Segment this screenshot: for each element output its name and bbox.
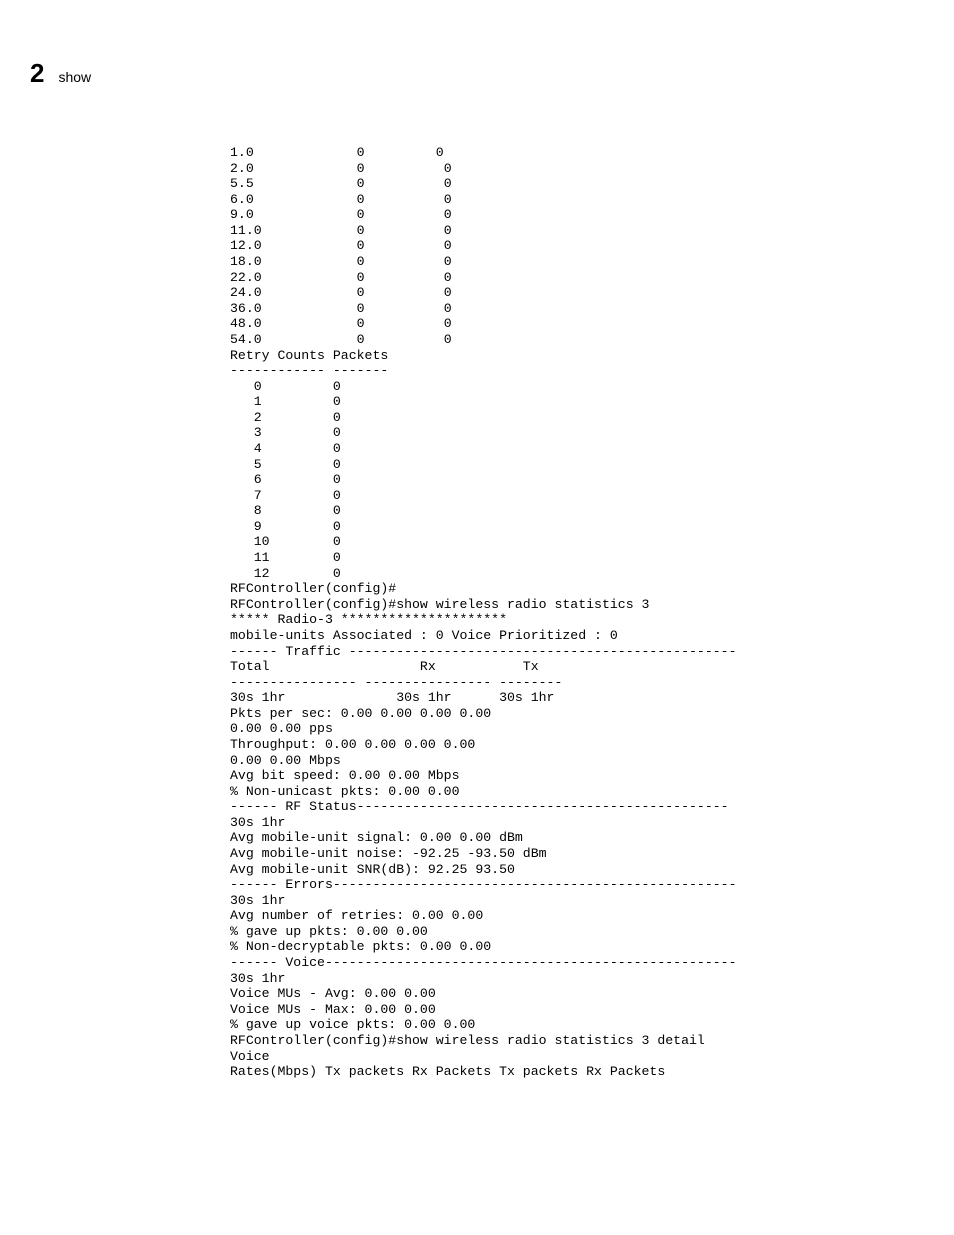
- retry-row: 12 0: [230, 566, 341, 581]
- traffic-section-header: ------ Traffic -------------------------…: [230, 644, 736, 659]
- gave-up-voice-pkts: % gave up voice pkts: 0.00 0.00: [230, 1017, 475, 1032]
- retry-row: 0 0: [230, 379, 341, 394]
- non-decryptable-pkts: % Non-decryptable pkts: 0.00 0.00: [230, 939, 491, 954]
- avg-retries: Avg number of retries: 0.00 0.00: [230, 908, 483, 923]
- errors-30s-row: 30s 1hr: [230, 893, 285, 908]
- pkts-per-sec-cont: 0.00 0.00 pps: [230, 721, 333, 736]
- voice-header: ------ Voice----------------------------…: [230, 955, 736, 970]
- traffic-separator: ---------------- ---------------- ------…: [230, 675, 562, 690]
- rate-row: 1.0 0 0: [230, 145, 444, 160]
- non-unicast-pkts: % Non-unicast pkts: 0.00 0.00: [230, 784, 460, 799]
- avg-mu-snr: Avg mobile-unit SNR(dB): 92.25 93.50: [230, 862, 515, 877]
- cli-command-detail: RFController(config)#show wireless radio…: [230, 1033, 705, 1048]
- voice-mus-avg: Voice MUs - Avg: 0.00 0.00: [230, 986, 436, 1001]
- rate-row: 24.0 0 0: [230, 285, 452, 300]
- retry-row: 11 0: [230, 550, 341, 565]
- rate-row: 11.0 0 0: [230, 223, 452, 238]
- rates-table-header: Rates(Mbps) Tx packets Rx Packets Tx pac…: [230, 1064, 665, 1079]
- retry-row: 1 0: [230, 394, 341, 409]
- retry-row: 8 0: [230, 503, 341, 518]
- pkts-per-sec: Pkts per sec: 0.00 0.00 0.00 0.00: [230, 706, 491, 721]
- retry-row: 10 0: [230, 534, 341, 549]
- chapter-title: show: [58, 69, 91, 85]
- retry-row: 7 0: [230, 488, 341, 503]
- throughput: Throughput: 0.00 0.00 0.00 0.00: [230, 737, 475, 752]
- rate-row: 9.0 0 0: [230, 207, 452, 222]
- retry-row: 9 0: [230, 519, 341, 534]
- throughput-cont: 0.00 0.00 Mbps: [230, 753, 341, 768]
- rate-row: 54.0 0 0: [230, 332, 452, 347]
- terminal-output: 1.0 0 0 2.0 0 0 5.5 0 0 6.0 0 0 9.0 0 0 …: [0, 145, 954, 1080]
- radio-header: ***** Radio-3 *********************: [230, 612, 507, 627]
- cli-prompt: RFController(config)#: [230, 581, 396, 596]
- rf-status-header: ------ RF Status------------------------…: [230, 799, 729, 814]
- rf-30s-row: 30s 1hr: [230, 815, 285, 830]
- errors-header: ------ Errors---------------------------…: [230, 877, 736, 892]
- retry-separator: ------------ -------: [230, 363, 388, 378]
- retry-row: 6 0: [230, 472, 341, 487]
- rate-row: 48.0 0 0: [230, 316, 452, 331]
- voice-mus-max: Voice MUs - Max: 0.00 0.00: [230, 1002, 436, 1017]
- rate-row: 18.0 0 0: [230, 254, 452, 269]
- retry-row: 4 0: [230, 441, 341, 456]
- rate-row: 6.0 0 0: [230, 192, 452, 207]
- gave-up-pkts: % gave up pkts: 0.00 0.00: [230, 924, 428, 939]
- rate-row: 22.0 0 0: [230, 270, 452, 285]
- traffic-30s-row: 30s 1hr 30s 1hr 30s 1hr: [230, 690, 554, 705]
- retry-row: 5 0: [230, 457, 341, 472]
- avg-bit-speed: Avg bit speed: 0.00 0.00 Mbps: [230, 768, 460, 783]
- rate-row: 5.5 0 0: [230, 176, 452, 191]
- voice-label: Voice: [230, 1049, 270, 1064]
- page: 2 show 1.0 0 0 2.0 0 0 5.5 0 0 6.0 0 0 9…: [0, 0, 954, 1120]
- traffic-columns: Total Rx Tx: [230, 659, 539, 674]
- rate-row: 2.0 0 0: [230, 161, 452, 176]
- cli-command: RFController(config)#show wireless radio…: [230, 597, 649, 612]
- retry-row: 3 0: [230, 425, 341, 440]
- avg-mu-noise: Avg mobile-unit noise: -92.25 -93.50 dBm: [230, 846, 547, 861]
- chapter-number: 2: [30, 58, 44, 89]
- retry-row: 2 0: [230, 410, 341, 425]
- avg-mu-signal: Avg mobile-unit signal: 0.00 0.00 dBm: [230, 830, 523, 845]
- mu-associated-line: mobile-units Associated : 0 Voice Priori…: [230, 628, 618, 643]
- rate-row: 36.0 0 0: [230, 301, 452, 316]
- retry-title: Retry Counts Packets: [230, 348, 388, 363]
- voice-30s-row: 30s 1hr: [230, 971, 285, 986]
- rate-row: 12.0 0 0: [230, 238, 452, 253]
- page-header: 2 show: [0, 58, 954, 89]
